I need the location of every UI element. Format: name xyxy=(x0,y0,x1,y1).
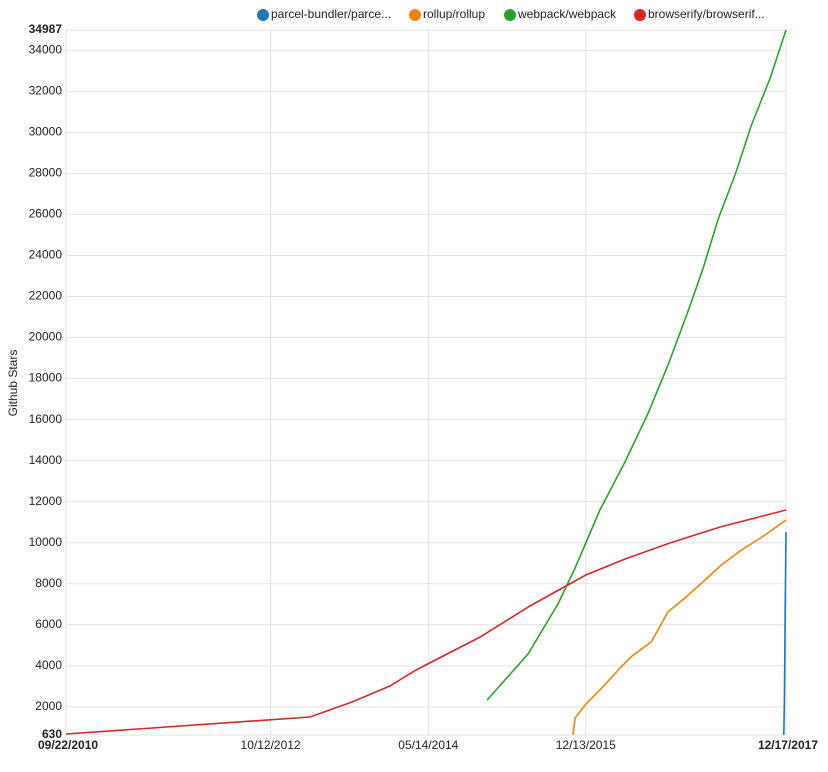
y-tick-label: 28000 xyxy=(29,166,63,180)
y-tick-label: 30000 xyxy=(29,125,63,139)
legend-marker xyxy=(257,9,269,21)
y-tick-label: 18000 xyxy=(29,371,63,385)
series-line xyxy=(486,29,787,701)
legend-marker xyxy=(504,9,516,21)
y-tick-label: 24000 xyxy=(29,248,63,262)
legend-marker xyxy=(634,9,646,21)
y-tick-label: 2000 xyxy=(35,699,62,713)
y-tick-label: 12000 xyxy=(29,494,63,508)
y-tick-label: 34987 xyxy=(29,22,63,36)
series-line xyxy=(572,519,787,736)
y-tick-label: 20000 xyxy=(29,330,63,344)
x-tick-label: 09/22/2010 xyxy=(38,738,98,752)
y-tick-label: 4000 xyxy=(35,658,62,672)
y-tick-label: 14000 xyxy=(29,453,63,467)
x-tick-label: 05/14/2014 xyxy=(398,738,458,752)
y-tick-label: 8000 xyxy=(35,576,62,590)
legend-label: parcel-bundler/parce... xyxy=(271,7,391,21)
series-line xyxy=(65,509,787,735)
legend-label: rollup/rollup xyxy=(423,7,485,21)
x-tick-label: 10/12/2012 xyxy=(241,738,301,752)
y-tick-label: 16000 xyxy=(29,412,63,426)
legend-label: webpack/webpack xyxy=(517,7,617,21)
legend-marker xyxy=(409,9,421,21)
legend-label: browserify/browserif... xyxy=(648,7,765,21)
y-tick-label: 6000 xyxy=(35,617,62,631)
y-tick-label: 10000 xyxy=(29,535,63,549)
y-tick-label: 32000 xyxy=(29,83,63,97)
x-tick-label: 12/13/2015 xyxy=(556,738,616,752)
y-tick-label: 26000 xyxy=(29,207,63,221)
y-tick-label: 34000 xyxy=(29,42,63,56)
series-line xyxy=(783,531,787,736)
y-axis-label: Github Stars xyxy=(6,350,20,417)
y-tick-label: 630 xyxy=(42,727,62,741)
x-tick-label: 12/17/2017 xyxy=(758,738,818,752)
y-tick-label: 22000 xyxy=(29,289,63,303)
